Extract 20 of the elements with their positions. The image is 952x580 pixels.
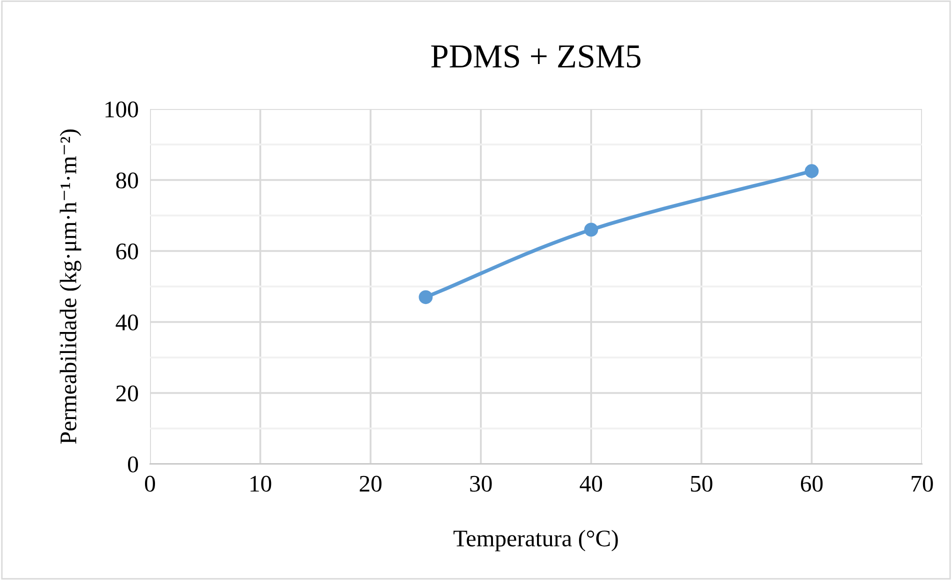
chart-title: PDMS + ZSM5	[431, 45, 640, 68]
x-tick-label: 40	[580, 476, 602, 492]
x-axis-title: Temperatura (°C)	[454, 530, 618, 552]
y-tick-label: 100	[106, 101, 138, 118]
x-tick-label: 60	[800, 476, 823, 492]
y-tick-label: 20	[116, 385, 138, 402]
x-tick-label: 0	[144, 476, 156, 492]
y-tick-label: 0	[128, 456, 138, 472]
point	[584, 222, 598, 237]
point	[804, 164, 819, 178]
y-tick-label: 80	[116, 172, 138, 188]
x-tick-label: 10	[250, 476, 272, 492]
y-tick-label: 40	[116, 314, 138, 330]
x-tick-label: 30	[470, 476, 492, 492]
point	[418, 290, 433, 304]
x-tick-label: 50	[690, 476, 712, 492]
y-tick-label: 60	[116, 243, 138, 260]
y-axis-title: Permeabilidade (kg·μm·h⁻¹·m⁻²)	[60, 130, 82, 444]
x-tick-label: 70	[912, 476, 933, 492]
x-tick-label: 20	[360, 476, 382, 492]
